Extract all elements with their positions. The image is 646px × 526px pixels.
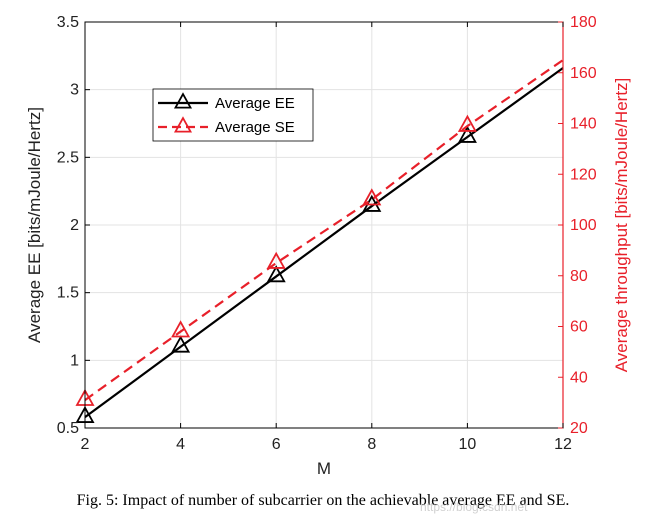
series-marker-0 bbox=[457, 125, 477, 143]
figure-caption: Fig. 5: Impact of number of subcarrier o… bbox=[76, 492, 570, 509]
right-axis-label: Average throughput [bits/mJoule/Hertz] bbox=[612, 78, 631, 373]
legend-marker-0 bbox=[173, 92, 193, 109]
left-tick-label: 1 bbox=[70, 352, 79, 369]
right-axis-ticks: 20 40 60 80 100 120 140 160 180 bbox=[558, 14, 597, 437]
left-tick-label: 1.5 bbox=[57, 285, 79, 302]
series-marker-0 bbox=[171, 335, 191, 353]
x-tick-label: 2 bbox=[81, 436, 90, 453]
series-marker-1 bbox=[266, 251, 286, 269]
series-marker-1 bbox=[457, 114, 477, 132]
right-tick-label: 180 bbox=[570, 14, 597, 31]
series-marker-1 bbox=[171, 320, 191, 338]
left-tick-label: 0.5 bbox=[57, 420, 79, 437]
legend-label-1: Average SE bbox=[215, 119, 295, 136]
grid bbox=[84, 21, 564, 429]
x-tick-label: 6 bbox=[272, 436, 281, 453]
series-line-1 bbox=[84, 59, 564, 401]
right-tick-label: 40 bbox=[570, 369, 588, 386]
left-tick-label: 3 bbox=[70, 82, 79, 99]
series-marker-1 bbox=[362, 188, 382, 206]
left-axis-ticks: 0.5 1 1.5 2 2.5 3 3.5 bbox=[57, 14, 90, 437]
right-tick-label: 160 bbox=[570, 65, 597, 82]
watermark: https://blog.csdn.net bbox=[420, 500, 528, 514]
x-tick-label: 8 bbox=[367, 436, 376, 453]
x-axis-ticks: 2 4 6 8 10 12 bbox=[81, 22, 572, 453]
x-axis-label: M bbox=[317, 459, 331, 478]
left-tick-label: 3.5 bbox=[57, 14, 79, 31]
left-tick-label: 2.5 bbox=[57, 149, 79, 166]
series-marker-0 bbox=[266, 265, 286, 283]
legend-label-0: Average EE bbox=[215, 95, 295, 112]
series-layer bbox=[75, 59, 564, 423]
x-tick-label: 4 bbox=[176, 436, 185, 453]
series-line-0 bbox=[84, 67, 564, 419]
legend-items: Average EE Average SE bbox=[158, 92, 295, 136]
left-tick-label: 2 bbox=[70, 217, 79, 234]
left-axis-label: Average EE [bits/mJoule/Hertz] bbox=[25, 107, 44, 343]
x-tick-label: 12 bbox=[554, 436, 572, 453]
right-tick-label: 20 bbox=[570, 420, 588, 437]
legend: Average EE Average SE bbox=[152, 88, 314, 142]
right-tick-label: 60 bbox=[570, 319, 588, 336]
right-tick-label: 80 bbox=[570, 268, 588, 285]
right-tick-label: 140 bbox=[570, 116, 597, 133]
right-tick-label: 100 bbox=[570, 217, 597, 234]
x-tick-label: 10 bbox=[459, 436, 477, 453]
legend-marker-1 bbox=[173, 116, 193, 133]
right-tick-label: 120 bbox=[570, 166, 597, 183]
